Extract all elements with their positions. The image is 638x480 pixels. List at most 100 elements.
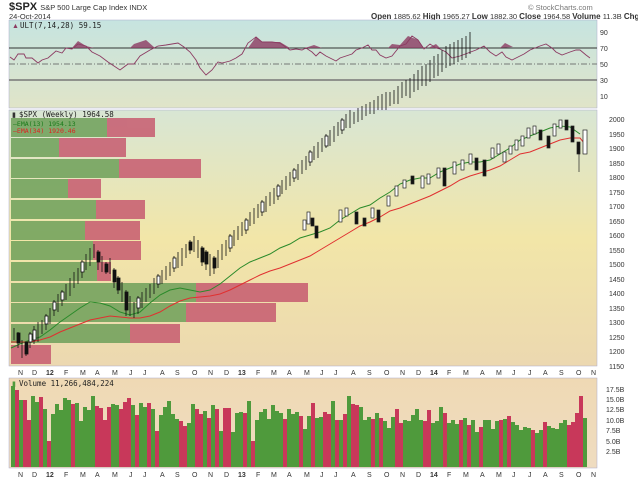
svg-text:D: D xyxy=(32,472,37,479)
svg-text:15.0B: 15.0B xyxy=(606,397,625,404)
volume-icon: ▮ xyxy=(12,381,16,388)
svg-text:J: J xyxy=(512,370,516,377)
svg-text:D: D xyxy=(32,370,37,377)
svg-text:J: J xyxy=(320,472,324,479)
close-value: 1964.58 xyxy=(543,12,571,21)
svg-text:A: A xyxy=(160,472,165,479)
open-value: 1885.62 xyxy=(393,12,421,21)
svg-text:A: A xyxy=(351,472,356,479)
candlesticks xyxy=(13,110,351,358)
svg-text:M: M xyxy=(112,472,118,479)
candlesticks-right xyxy=(353,32,471,124)
svg-text:J: J xyxy=(143,370,147,377)
high-label: High xyxy=(422,12,441,21)
volume-y-axis: 17.5B 15.0B 12.5B 10.0B 7.5B 5.0B 2.5B xyxy=(606,387,625,456)
svg-text:1650: 1650 xyxy=(609,219,625,226)
chart-date: 24-Oct-2014 xyxy=(9,12,51,21)
x-axis-top: N D 12 F M A M J J A S O N D 13 F M A M … xyxy=(18,370,596,377)
high-value: 1965.27 xyxy=(442,12,470,21)
svg-text:M: M xyxy=(304,472,310,479)
candle-icon: ▮ xyxy=(12,112,16,119)
open-label: Open xyxy=(371,12,392,21)
svg-text:N: N xyxy=(18,370,23,377)
symbol: $SPX xyxy=(9,1,38,13)
close-label: Close xyxy=(519,12,541,21)
svg-text:1400: 1400 xyxy=(609,291,625,298)
svg-text:N: N xyxy=(400,472,405,479)
svg-text:S: S xyxy=(175,370,180,377)
symbol-header: $SPX S&P 500 Large Cap Index INDX xyxy=(9,1,147,13)
svg-text:S: S xyxy=(559,472,564,479)
svg-text:F: F xyxy=(256,472,260,479)
price-y-axis: 2000 1950 1900 1850 1800 1750 1700 1650 … xyxy=(609,117,625,371)
svg-text:M: M xyxy=(463,370,469,377)
svg-text:13: 13 xyxy=(238,370,246,377)
svg-text:S: S xyxy=(367,370,372,377)
svg-text:O: O xyxy=(576,370,582,377)
ult-tick: 30 xyxy=(600,78,608,85)
svg-text:1350: 1350 xyxy=(609,306,625,313)
svg-text:M: M xyxy=(271,370,277,377)
svg-text:A: A xyxy=(480,370,485,377)
svg-text:1200: 1200 xyxy=(609,349,625,356)
svg-text:S: S xyxy=(559,370,564,377)
svg-text:N: N xyxy=(400,370,405,377)
svg-text:A: A xyxy=(287,370,292,377)
svg-text:1800: 1800 xyxy=(609,175,625,182)
svg-text:10.0B: 10.0B xyxy=(606,418,625,425)
svg-text:N: N xyxy=(591,472,596,479)
svg-text:1550: 1550 xyxy=(609,248,625,255)
ult-icon: ▲ xyxy=(12,23,19,30)
svg-text:M: M xyxy=(463,472,469,479)
svg-text:O: O xyxy=(384,370,390,377)
ult-tick: 50 xyxy=(600,62,608,69)
volume-bars xyxy=(11,386,587,467)
svg-text:J: J xyxy=(528,472,532,479)
svg-text:J: J xyxy=(334,370,338,377)
volume-panel: ▮ Volume 11,266,484,224 xyxy=(8,377,598,469)
svg-text:O: O xyxy=(192,370,198,377)
svg-text:S: S xyxy=(175,472,180,479)
svg-text:1950: 1950 xyxy=(609,132,625,139)
svg-text:D: D xyxy=(416,370,421,377)
svg-text:7.5B: 7.5B xyxy=(606,428,621,435)
svg-text:A: A xyxy=(95,370,100,377)
svg-text:M: M xyxy=(112,370,118,377)
ult-panel: 90 70 50 30 10 ▲ ULT(7,14,28) 59.15 xyxy=(8,19,608,109)
svg-text:A: A xyxy=(543,370,548,377)
ult-line xyxy=(9,35,591,76)
candles-recent xyxy=(302,119,588,239)
svg-text:M: M xyxy=(80,370,86,377)
svg-text:1750: 1750 xyxy=(609,190,625,197)
low-label: Low xyxy=(471,12,488,21)
svg-text:14: 14 xyxy=(430,472,438,479)
svg-text:M: M xyxy=(271,472,277,479)
ema13-legend: —EMA(13) 1954.13 xyxy=(13,120,76,128)
svg-text:12: 12 xyxy=(46,370,54,377)
svg-text:M: M xyxy=(496,472,502,479)
svg-text:F: F xyxy=(64,370,68,377)
svg-text:J: J xyxy=(512,472,516,479)
svg-text:J: J xyxy=(320,370,324,377)
ult-title: ULT(7,14,28) 59.15 xyxy=(20,21,101,30)
ema34-line xyxy=(11,137,586,343)
credit: © StockCharts.com xyxy=(528,3,593,12)
svg-text:A: A xyxy=(95,472,100,479)
svg-text:F: F xyxy=(447,472,451,479)
svg-text:1850: 1850 xyxy=(609,161,625,168)
svg-text:J: J xyxy=(129,472,133,479)
svg-text:A: A xyxy=(543,472,548,479)
svg-text:17.5B: 17.5B xyxy=(606,387,625,394)
price-title: $SPX (Weekly) 1964.58 xyxy=(19,110,114,119)
svg-text:O: O xyxy=(384,472,390,479)
x-axis-bottom: N D 12 F M A M J J A S O N D 13 F M A M … xyxy=(18,472,596,479)
svg-text:N: N xyxy=(591,370,596,377)
svg-text:F: F xyxy=(64,472,68,479)
svg-text:1700: 1700 xyxy=(609,204,625,211)
chg-label: Chg xyxy=(623,12,638,21)
low-value: 1882.30 xyxy=(489,12,518,21)
svg-text:13: 13 xyxy=(238,472,246,479)
svg-text:M: M xyxy=(304,370,310,377)
svg-text:14: 14 xyxy=(430,370,438,377)
